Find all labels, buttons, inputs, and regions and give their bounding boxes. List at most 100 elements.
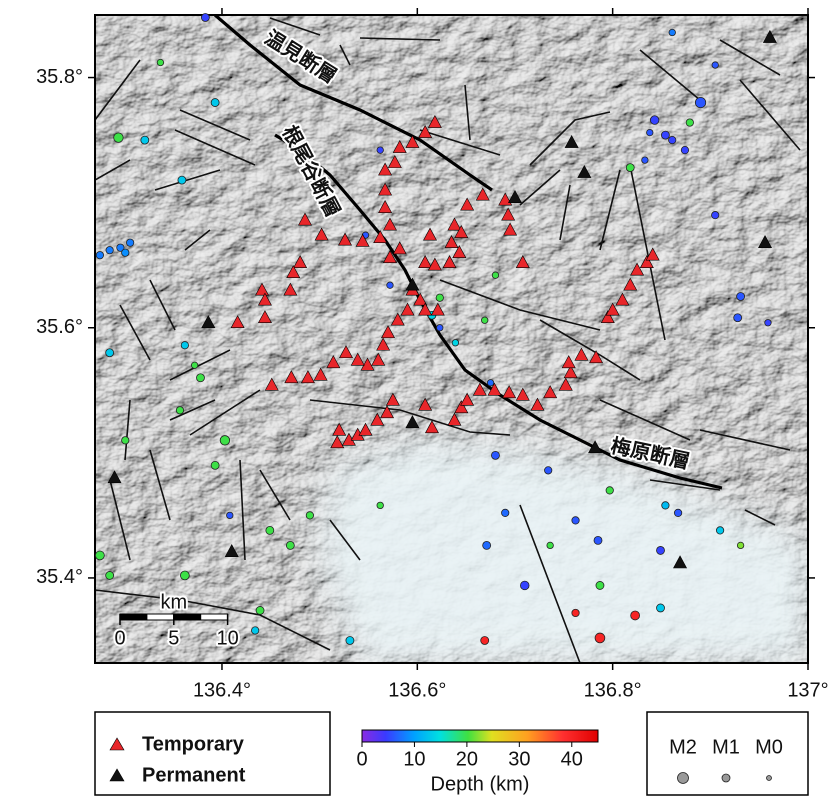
earthquake (520, 581, 529, 590)
magnitude-label: M2 (669, 736, 697, 758)
earthquake (286, 541, 294, 549)
legend-label: Temporary (142, 733, 245, 755)
earthquake (686, 119, 693, 126)
scale-bar-label: 0 (114, 627, 125, 649)
earthquake (595, 633, 605, 643)
earthquake (669, 136, 676, 143)
earthquake (483, 541, 491, 549)
earthquake (674, 509, 681, 516)
earthquake (716, 527, 723, 534)
earthquake (211, 99, 219, 107)
scale-bar-segment (174, 614, 201, 620)
earthquake (211, 461, 219, 469)
earthquake (178, 176, 186, 184)
earthquake (765, 319, 772, 326)
colorbar-tick-label: 0 (356, 748, 367, 770)
x-tick-label: 136.4° (193, 679, 251, 701)
earthquake (266, 526, 274, 534)
earthquake (572, 517, 579, 524)
earthquake (106, 246, 113, 253)
earthquake (377, 502, 384, 509)
earthquake (594, 536, 602, 544)
earthquake (387, 282, 394, 289)
earthquake (180, 571, 189, 580)
earthquake (220, 436, 230, 446)
earthquake (181, 342, 188, 349)
earthquake (642, 157, 649, 164)
earthquake (256, 606, 264, 614)
y-tick-label: 35.4° (36, 566, 83, 588)
earthquake (487, 380, 494, 387)
earthquake (191, 362, 198, 369)
earthquake (606, 487, 613, 494)
colorbar-tick-label: 40 (561, 748, 583, 770)
earthquake (626, 164, 634, 172)
colorbar (362, 730, 598, 742)
earthquake (647, 129, 654, 136)
colorbar-tick-label: 20 (456, 748, 478, 770)
earthquake (737, 542, 744, 549)
earthquake (452, 340, 459, 347)
earthquake (95, 551, 104, 560)
earthquake (96, 251, 103, 258)
x-tick-label: 136.8° (584, 679, 642, 701)
earthquake (662, 502, 669, 509)
earthquake (596, 581, 604, 589)
y-tick-label: 35.8° (36, 66, 83, 88)
earthquake (572, 609, 579, 616)
earthquake (712, 211, 719, 218)
earthquake (650, 116, 659, 125)
earthquake (481, 636, 489, 644)
earthquake (631, 611, 640, 620)
scale-bar-segment (147, 614, 174, 620)
basemap (95, 15, 808, 663)
y-tick-label: 35.6° (36, 316, 83, 338)
earthquake (737, 292, 745, 300)
earthquake (122, 437, 129, 444)
earthquake (196, 374, 204, 382)
earthquake (491, 451, 499, 459)
earthquake (377, 147, 384, 154)
earthquake (346, 636, 354, 644)
colorbar-label: Depth (km) (431, 773, 530, 795)
earthquake (695, 97, 705, 107)
earthquake (492, 272, 499, 279)
magnitude-symbol (767, 776, 772, 781)
scale-bar-unit: km (160, 591, 187, 613)
earthquake (547, 542, 554, 549)
earthquake (114, 133, 124, 143)
earthquake (251, 627, 258, 634)
earthquake (201, 14, 209, 22)
scale-bar-label: 10 (216, 627, 238, 649)
legend-label: Permanent (142, 764, 246, 786)
earthquake (712, 62, 719, 69)
magnitude-symbol (722, 774, 730, 782)
scale-bar-segment (120, 614, 147, 620)
earthquake (141, 136, 149, 144)
colorbar-tick-label: 30 (508, 748, 530, 770)
earthquake (227, 512, 234, 519)
earthquake (481, 317, 488, 324)
x-tick-label: 137° (787, 679, 828, 701)
magnitude-label: M0 (755, 736, 783, 758)
earthquake (661, 131, 669, 139)
scale-bar-label: 5 (168, 627, 179, 649)
earthquake (544, 467, 551, 474)
scale-bar-segment (201, 614, 228, 620)
earthquake (681, 146, 688, 153)
earthquake (657, 546, 665, 554)
earthquake (126, 239, 133, 246)
earthquake (106, 571, 114, 579)
magnitude-symbol (678, 773, 689, 784)
map-figure: 温見断層 根尾谷断層 梅原断層 136.4°136.6°136.8°137°35… (0, 0, 838, 809)
earthquake (657, 604, 665, 612)
earthquake (176, 407, 183, 414)
magnitude-label: M1 (712, 736, 740, 758)
earthquake (734, 314, 742, 322)
earthquake (106, 349, 114, 357)
x-tick-label: 136.6° (388, 679, 446, 701)
earthquake (122, 249, 129, 256)
earthquake (502, 509, 509, 516)
earthquake (437, 324, 444, 331)
earthquake (436, 294, 443, 301)
